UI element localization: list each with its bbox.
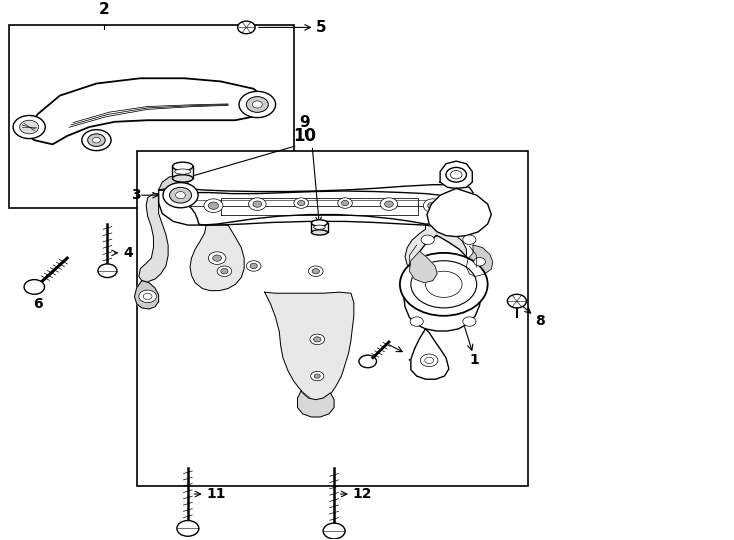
Polygon shape — [404, 235, 481, 331]
Circle shape — [92, 137, 101, 143]
Circle shape — [473, 258, 485, 266]
Text: 11: 11 — [206, 487, 225, 501]
Circle shape — [428, 202, 438, 210]
Circle shape — [400, 253, 487, 316]
Circle shape — [417, 254, 435, 267]
Bar — [137, 151, 528, 486]
Circle shape — [253, 201, 262, 207]
Text: 12: 12 — [352, 487, 372, 501]
Circle shape — [421, 258, 430, 264]
Polygon shape — [159, 185, 473, 225]
Bar — [9, 25, 294, 208]
Polygon shape — [405, 225, 466, 279]
Circle shape — [208, 202, 219, 210]
Circle shape — [170, 187, 192, 203]
Polygon shape — [411, 329, 449, 379]
Circle shape — [446, 167, 466, 182]
Polygon shape — [311, 223, 327, 232]
Polygon shape — [134, 281, 159, 309]
Circle shape — [177, 521, 199, 536]
Ellipse shape — [172, 162, 193, 171]
Circle shape — [252, 101, 262, 108]
Polygon shape — [297, 391, 334, 417]
Circle shape — [294, 198, 308, 208]
Polygon shape — [172, 166, 193, 178]
Circle shape — [247, 261, 261, 271]
Text: 2: 2 — [98, 2, 109, 17]
Text: 7: 7 — [407, 357, 417, 372]
Circle shape — [338, 198, 352, 208]
Circle shape — [314, 374, 320, 378]
Circle shape — [421, 354, 438, 367]
Polygon shape — [427, 188, 491, 237]
Circle shape — [297, 200, 305, 206]
Circle shape — [323, 523, 345, 539]
Ellipse shape — [311, 220, 327, 226]
Ellipse shape — [175, 169, 191, 174]
Circle shape — [239, 91, 275, 118]
Circle shape — [217, 266, 232, 276]
Circle shape — [250, 264, 258, 268]
Polygon shape — [410, 251, 437, 283]
Polygon shape — [139, 194, 168, 282]
Polygon shape — [190, 225, 244, 291]
Circle shape — [430, 290, 448, 303]
Polygon shape — [183, 191, 464, 225]
Circle shape — [359, 355, 377, 368]
Polygon shape — [427, 281, 451, 308]
Ellipse shape — [172, 175, 193, 182]
Circle shape — [13, 116, 46, 139]
Circle shape — [247, 97, 269, 112]
Circle shape — [221, 268, 228, 274]
Text: 8: 8 — [535, 314, 545, 328]
Circle shape — [507, 294, 526, 308]
Circle shape — [249, 198, 266, 211]
Text: 1: 1 — [469, 353, 479, 367]
Circle shape — [421, 235, 435, 245]
Polygon shape — [23, 78, 265, 144]
Circle shape — [81, 130, 111, 151]
Text: 9: 9 — [299, 114, 310, 130]
Polygon shape — [466, 245, 493, 276]
Circle shape — [410, 317, 424, 326]
Polygon shape — [451, 203, 473, 225]
Circle shape — [312, 268, 319, 274]
Circle shape — [463, 317, 476, 326]
Circle shape — [213, 255, 222, 261]
Circle shape — [163, 183, 198, 208]
Polygon shape — [265, 292, 354, 402]
Circle shape — [341, 200, 349, 206]
Circle shape — [87, 134, 105, 146]
Ellipse shape — [311, 230, 327, 235]
Circle shape — [463, 235, 476, 245]
Text: 6: 6 — [33, 298, 43, 312]
Text: 4: 4 — [123, 246, 134, 260]
Circle shape — [310, 372, 324, 381]
Circle shape — [139, 290, 156, 303]
Circle shape — [98, 264, 117, 278]
Circle shape — [208, 252, 226, 265]
Circle shape — [238, 21, 255, 33]
Text: 5: 5 — [316, 20, 327, 35]
Circle shape — [385, 201, 393, 207]
Circle shape — [24, 280, 45, 294]
Circle shape — [310, 334, 324, 345]
Text: 10: 10 — [294, 127, 316, 145]
Circle shape — [20, 120, 39, 134]
Polygon shape — [440, 161, 472, 188]
Circle shape — [204, 199, 223, 213]
Ellipse shape — [313, 225, 325, 229]
Circle shape — [424, 199, 443, 213]
Circle shape — [313, 337, 321, 342]
Circle shape — [308, 266, 323, 276]
Circle shape — [380, 198, 398, 211]
Text: 3: 3 — [131, 188, 140, 202]
Polygon shape — [159, 176, 188, 192]
Circle shape — [175, 192, 186, 199]
